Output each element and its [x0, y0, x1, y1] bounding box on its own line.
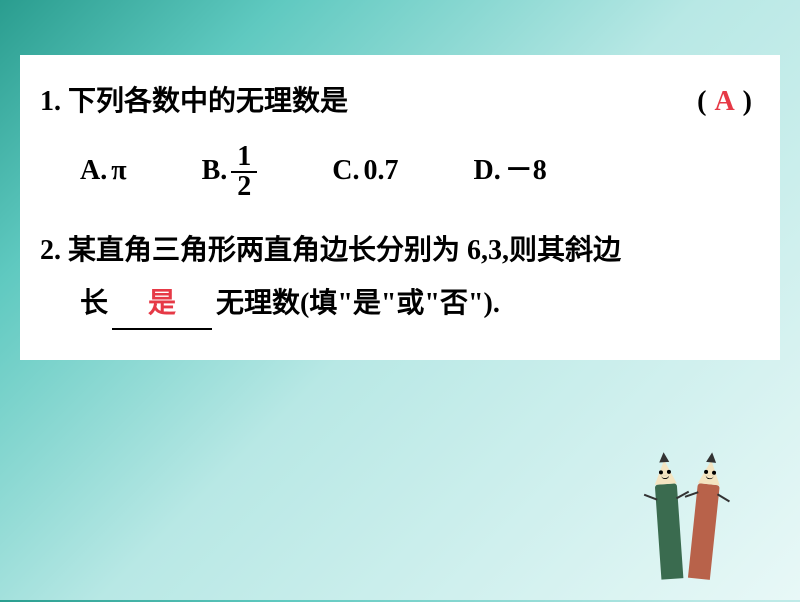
opt-b-label: B. [202, 149, 228, 194]
pencil-orange-icon [686, 459, 723, 601]
opt-d-label: D. [474, 149, 501, 194]
opt-a-value: π [111, 149, 126, 194]
q2-number: 2. [40, 235, 61, 266]
frac-numerator: 1 [231, 143, 257, 173]
q1-number: 1. [40, 86, 61, 117]
opt-a-label: A. [80, 149, 107, 194]
q2-after: 无理数(填"是"或"否"). [216, 282, 500, 327]
question-1: 1. 下列各数中的无理数是 (A) A. π B. 1 2 C. 0.7 [40, 80, 760, 201]
paren-close: ) [743, 86, 760, 117]
q2-stem: 某直角三角形两直角边长分别为 6,3,则其斜边 [68, 235, 621, 266]
q1-line1: 1. 下列各数中的无理数是 (A) [40, 80, 760, 125]
pencil-green-icon [653, 459, 685, 600]
q1-answer-paren: (A) [697, 80, 760, 125]
frac-denominator: 2 [231, 173, 257, 201]
question-2: 2. 某直角三角形两直角边长分别为 6,3,则其斜边 长 是 无理数(填"是"或… [40, 229, 760, 331]
option-c: C. 0.7 [332, 149, 398, 194]
q2-answer: 是 [148, 288, 176, 319]
q1-text: 下列各数中的无理数是 [68, 86, 348, 117]
opt-d-value: －8 [505, 149, 547, 194]
paren-open: ( [697, 86, 714, 117]
option-a: A. π [80, 149, 127, 194]
opt-b-fraction: 1 2 [231, 143, 257, 201]
q2-blank: 是 [112, 282, 212, 331]
opt-c-label: C. [332, 149, 359, 194]
q1-stem: 1. 下列各数中的无理数是 [40, 80, 348, 125]
q2-line1: 2. 某直角三角形两直角边长分别为 6,3,则其斜边 [40, 229, 760, 274]
q1-answer: A [714, 86, 742, 117]
q2-before: 长 [80, 282, 108, 327]
q2-line2: 长 是 无理数(填"是"或"否"). [80, 282, 760, 331]
option-b: B. 1 2 [202, 143, 258, 201]
opt-c-value: 0.7 [364, 149, 399, 194]
q1-options: A. π B. 1 2 C. 0.7 D. －8 [80, 143, 760, 201]
content-box: 1. 下列各数中的无理数是 (A) A. π B. 1 2 C. 0.7 [20, 55, 780, 360]
option-d: D. －8 [474, 149, 547, 194]
